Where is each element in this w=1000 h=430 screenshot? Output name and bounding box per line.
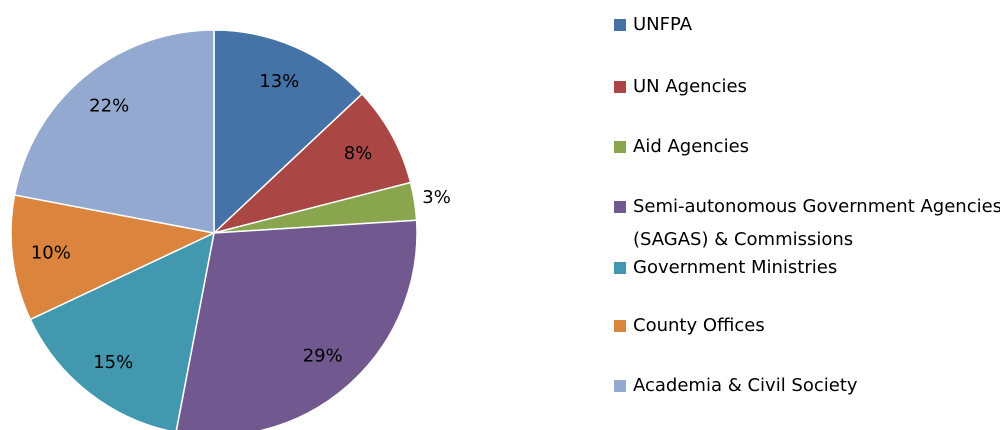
legend-swatch bbox=[614, 380, 626, 392]
legend-item: Academia & Civil Society bbox=[614, 369, 1000, 402]
pie-slice bbox=[213, 29, 364, 235]
legend-swatch bbox=[614, 141, 626, 153]
legend-item: Aid Agencies bbox=[614, 130, 1000, 163]
legend-swatch bbox=[614, 81, 626, 93]
data-label: 22% bbox=[89, 95, 129, 116]
legend-swatch bbox=[614, 320, 626, 332]
pie-area: 13% 8% 3% 29% 15% 10% 22% bbox=[10, 29, 451, 430]
legend-label: County Offices bbox=[633, 315, 765, 336]
pie-slice bbox=[29, 231, 216, 430]
pie-slice bbox=[175, 219, 418, 430]
legend-item: County Offices bbox=[614, 309, 1000, 342]
data-label: 15% bbox=[93, 352, 133, 373]
pie-slice bbox=[10, 194, 217, 321]
legend-label: UN Agencies bbox=[633, 76, 747, 97]
legend-swatch bbox=[614, 262, 626, 274]
legend-swatch bbox=[614, 201, 626, 213]
data-label: 3% bbox=[422, 187, 451, 208]
pie-slice bbox=[13, 29, 215, 234]
data-label: 10% bbox=[31, 243, 71, 264]
legend-item: Government Ministries bbox=[614, 251, 1000, 284]
data-label: 29% bbox=[303, 345, 343, 366]
pie-slice bbox=[213, 92, 412, 234]
legend-label: Aid Agencies bbox=[633, 136, 750, 157]
legend-label: Semi-autonomous Government Agencies (SAG… bbox=[633, 196, 1000, 250]
legend-item: Semi-autonomous Government Agencies (SAG… bbox=[614, 190, 1000, 256]
legend-label: UNFPA bbox=[633, 14, 693, 35]
legend-item: UNFPA bbox=[614, 8, 1000, 41]
data-label: 13% bbox=[259, 71, 299, 92]
legend-swatch bbox=[614, 19, 626, 31]
legend-label: Government Ministries bbox=[633, 257, 838, 278]
legend-item: UN Agencies bbox=[614, 70, 1000, 103]
data-label: 8% bbox=[344, 143, 373, 164]
legend-label: Academia & Civil Society bbox=[633, 375, 858, 396]
